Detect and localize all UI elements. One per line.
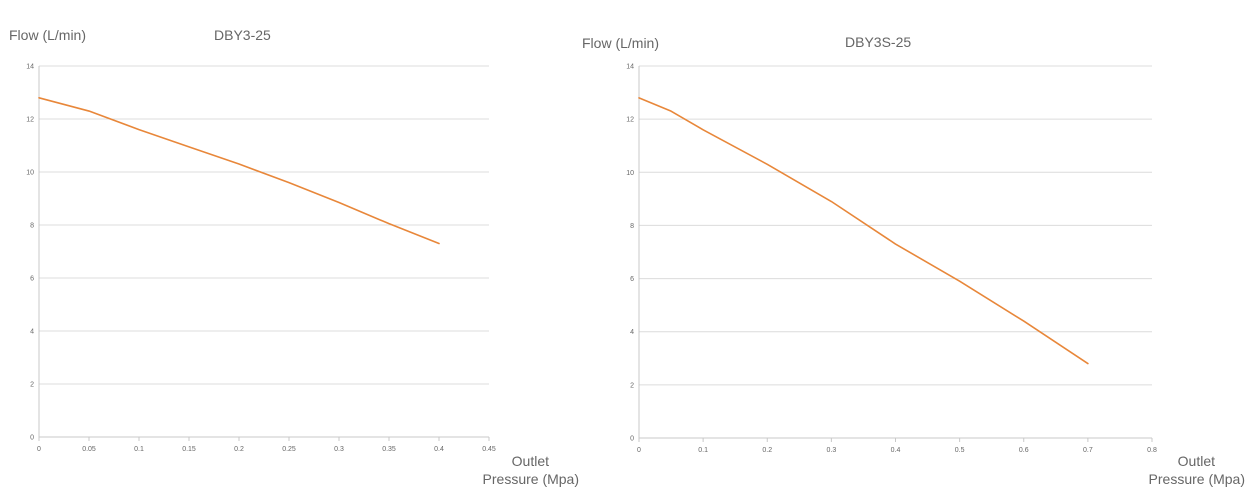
chart1-x-tick-label: 0.15 — [182, 446, 196, 453]
chart1-y-tick-label: 6 — [30, 276, 34, 283]
chart1-y-tick-label: 2 — [30, 382, 34, 389]
chart2-x-tick-label: 0.7 — [1083, 447, 1093, 454]
chart1-y-tick-label: 0 — [30, 435, 34, 442]
chart2-y-tick-label: 4 — [630, 329, 634, 336]
chart2-x-tick-label: 0.2 — [762, 447, 772, 454]
chart1-y-tick-label: 14 — [26, 64, 34, 71]
chart2-y-tick-label: 8 — [630, 223, 634, 230]
chart1-plot-area: 0 2 4 6 8 10 12 14 0 0.05 0.1 0.15 0.2 0.25 0.3 0.35 0.4… — [26, 64, 496, 454]
chart1-title: DBY3-25 — [214, 27, 271, 43]
chart2-x-tick-label: 0.6 — [1019, 447, 1029, 454]
chart2-y-tick-label: 14 — [626, 64, 634, 71]
chart1-x-tick-label: 0.45 — [482, 446, 496, 453]
chart2-plot-area: 0 2 4 6 8 10 12 14 0 0.1 0.2 0.3 0.4 0.5 0.6 0.7 0.8 — [626, 64, 1157, 455]
chart1-y-tick-label: 4 — [30, 329, 34, 336]
chart2-x-tick-label: 0.1 — [698, 447, 708, 454]
chart1-x-tick-label: 0.2 — [234, 446, 244, 453]
chart2-ylabel: Flow (L/min) — [582, 35, 659, 51]
chart2-xlabel-line2: Pressure (Mpa) — [1149, 471, 1245, 487]
chart1-x-tick-label: 0 — [37, 446, 41, 453]
chart1-x-tick-label: 0.25 — [282, 446, 296, 453]
chart1-x-tick-label: 0.35 — [382, 446, 396, 453]
chart2-x-tick-label: 0.5 — [955, 447, 965, 454]
chart1-x-tick-label: 0.05 — [82, 446, 96, 453]
chart2-y-tick-label: 10 — [626, 170, 634, 177]
chart1-xlabel-line1: Outlet — [512, 453, 549, 469]
chart1-xlabel-line2: Pressure (Mpa) — [483, 471, 579, 487]
chart1-series-line — [38, 97, 440, 245]
chart2-y-tick-label: 12 — [626, 117, 634, 124]
chart2-x-tick-label: 0.3 — [827, 447, 837, 454]
chart1-ylabel: Flow (L/min) — [9, 27, 86, 43]
chart2-x-tick-label: 0.8 — [1147, 447, 1157, 454]
chart1-x-tick-label: 0.3 — [334, 446, 344, 453]
chart2-xlabel-line1: Outlet — [1178, 453, 1215, 469]
chart1-y-tick-label: 8 — [30, 223, 34, 230]
chart2-title: DBY3S-25 — [845, 34, 911, 50]
chart1-x-tick-label: 0.1 — [134, 446, 144, 453]
chart1-y-tick-label: 10 — [26, 170, 34, 177]
chart1-x-tick-label: 0.4 — [434, 446, 444, 453]
chart2-y-tick-label: 2 — [630, 382, 634, 389]
chart2-y-tick-label: 6 — [630, 276, 634, 283]
chart2-x-tick-label: 0.4 — [891, 447, 901, 454]
chart2-y-tick-label: 0 — [630, 436, 634, 443]
chart1-y-tick-label: 12 — [26, 117, 34, 124]
chart2-series-line — [638, 97, 1089, 365]
chart2-x-tick-label: 0 — [637, 447, 641, 454]
